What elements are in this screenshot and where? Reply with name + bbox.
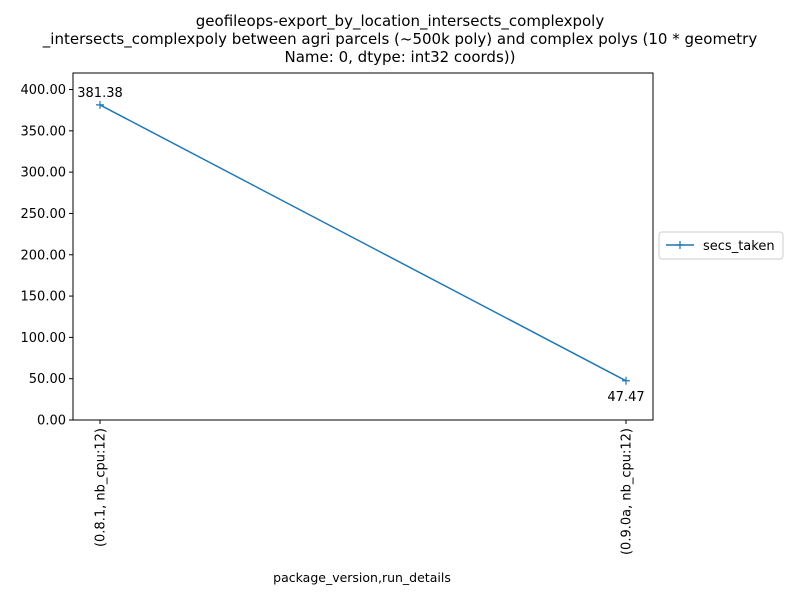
x-tick-label: (0.8.1, nb_cpu:12) [94,428,109,547]
legend: secs_taken [658,231,784,260]
data-point-marker [96,100,104,109]
x-axis-label: package_version,run_details [273,570,451,585]
y-tick-label: 250.00 [21,207,67,222]
y-tick-label: 100.00 [21,331,67,346]
chart-title-line-3: Name: 0, dtype: int32 coords)) [284,48,516,66]
data-labels: 381.38 47.47 [77,86,644,405]
series-line-secs-taken [99,104,627,382]
y-tick-label: 150.00 [21,290,67,305]
data-label: 381.38 [77,86,123,101]
data-point-marker [622,376,630,385]
y-tick-label: 200.00 [21,248,67,263]
x-axis: (0.8.1, nb_cpu:12) (0.9.0a, nb_cpu:12) [94,420,635,555]
legend-marker-icon [676,241,684,249]
series-layer [96,100,630,385]
chart-title-line-1: geofileops-export_by_location_intersects… [195,12,605,30]
chart-title-line-2: _intersects_complexpoly between agri par… [42,30,758,48]
chart-title: geofileops-export_by_location_intersects… [0,12,800,66]
y-tick-label: 350.00 [21,124,67,139]
data-label: 47.47 [607,390,644,405]
x-tick-label: (0.9.0a, nb_cpu:12) [620,428,635,555]
y-tick-label: 300.00 [21,166,67,181]
plot-area [72,72,654,421]
y-tick-label: 400.00 [21,83,67,98]
y-axis: 0.00 50.00 100.00 150.00 200.00 250.00 300.00 3… [21,83,73,429]
legend-frame [658,231,784,260]
y-tick-label: 50.00 [29,372,66,387]
y-tick-label: 0.00 [37,414,66,429]
legend-label-secs-taken: secs_taken [703,239,775,254]
